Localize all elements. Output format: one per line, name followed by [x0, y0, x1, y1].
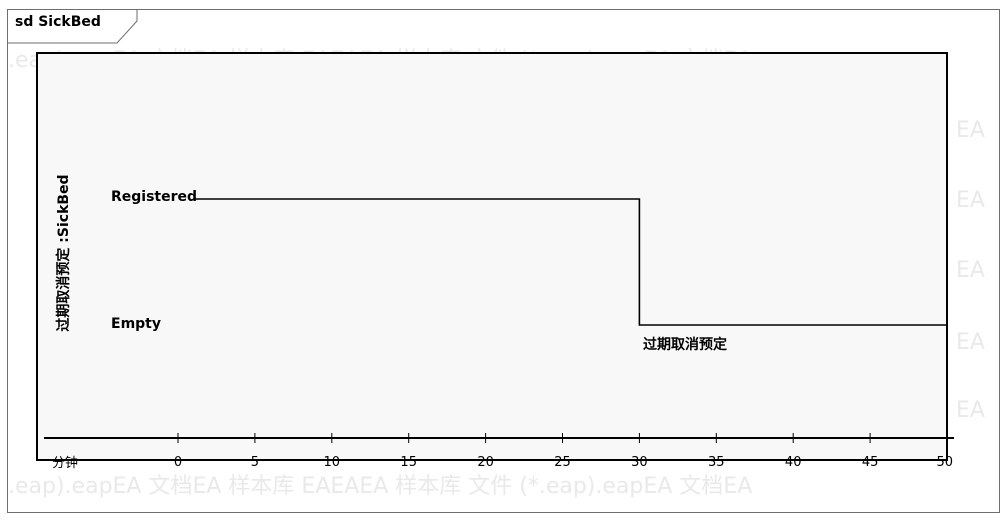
frame-tab: [8, 10, 138, 44]
watermark-fragment: EA: [956, 188, 985, 213]
lifeline-name: 过期取消预定 :SickBed: [56, 173, 72, 332]
transition-event-label: 过期取消预定: [643, 337, 727, 353]
watermark-fragment: EA: [956, 258, 985, 283]
time-tick-label: 25: [554, 455, 571, 470]
frame-label: sd SickBed: [15, 14, 101, 30]
state-label-registered: Registered: [111, 189, 198, 205]
watermark-fragment: EA: [956, 398, 985, 423]
time-tick-label: 45: [862, 455, 879, 470]
state-label-empty: Empty: [111, 316, 161, 332]
lifeline-label: 过期取消预定 :SickBed: [53, 155, 73, 350]
time-tick-label: 5: [251, 455, 259, 470]
time-tick-label: 50: [936, 455, 953, 470]
time-tick-label: 30: [631, 455, 648, 470]
timing-plot-area: [36, 52, 948, 461]
time-tick-label: 20: [477, 455, 494, 470]
time-tick-label: 40: [785, 455, 802, 470]
watermark-line-bottom: .eap).eapEA 文档EA 样本库 EAEAEA 样本库 文件 (*.ea…: [8, 474, 753, 499]
time-tick-label: 10: [324, 455, 341, 470]
time-tick-label: 15: [400, 455, 417, 470]
state-timeline: [195, 198, 947, 326]
watermark-fragment: EA: [956, 118, 985, 143]
time-unit-label: 分钟: [52, 456, 79, 471]
time-tick-label: 35: [708, 455, 725, 470]
watermark-fragment: EA: [956, 330, 985, 355]
time-tick-label: 0: [174, 455, 182, 470]
